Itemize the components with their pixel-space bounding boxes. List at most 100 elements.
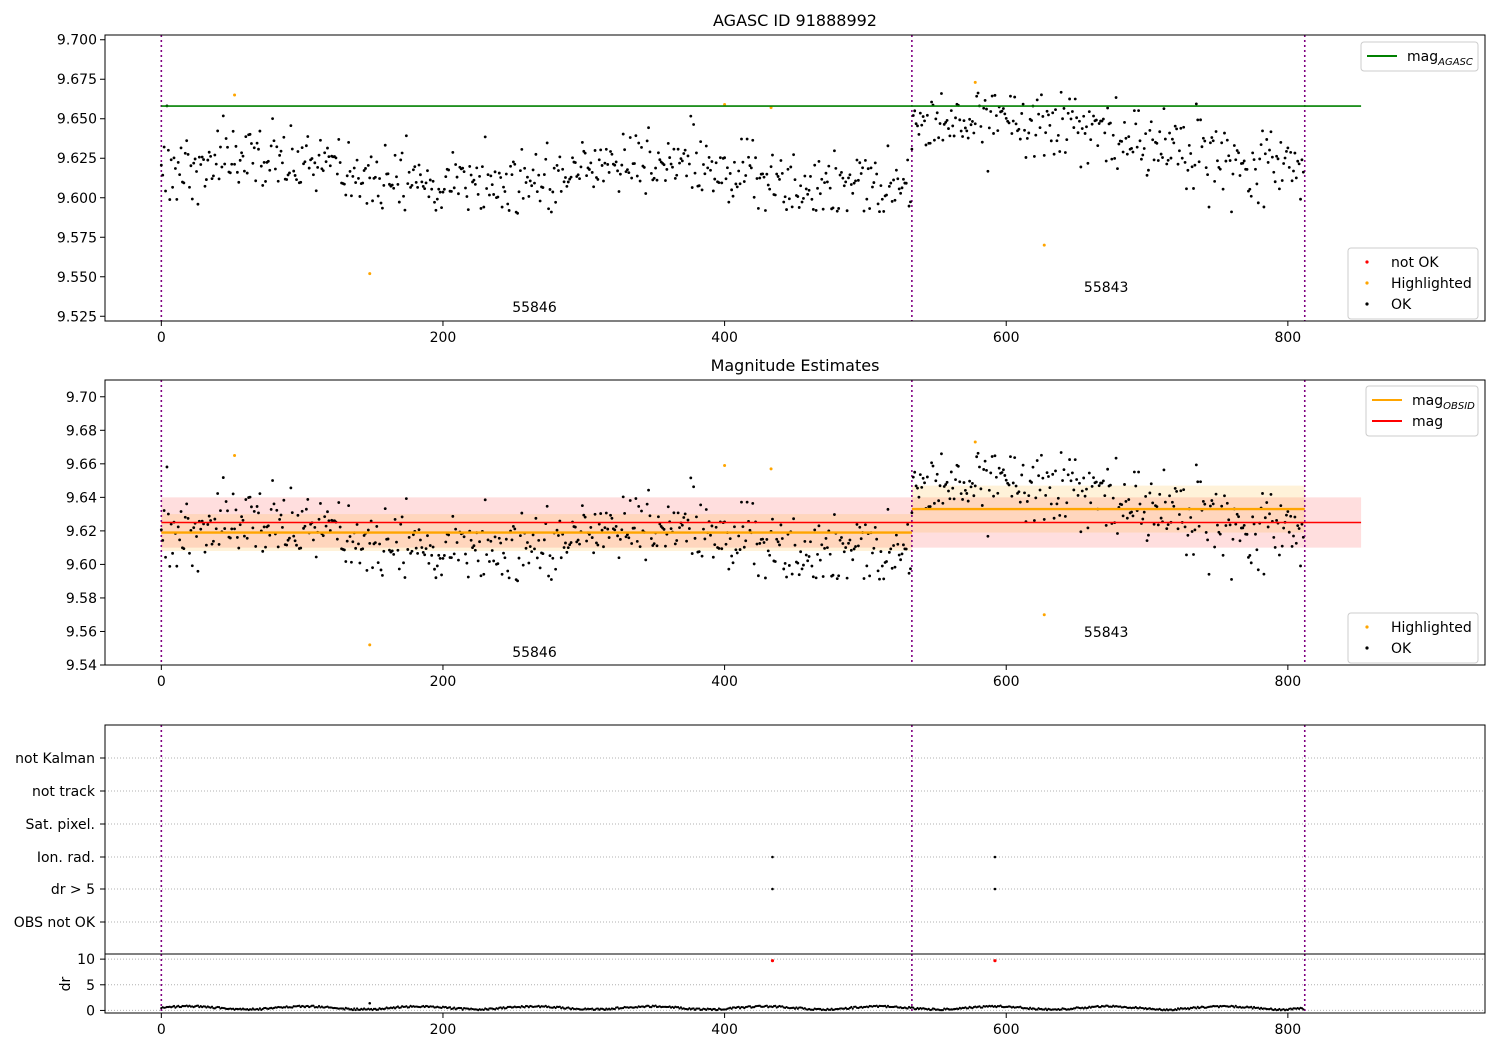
- ok-point: [634, 497, 638, 500]
- ok-point: [279, 513, 283, 517]
- y-tick-label: 9.650: [57, 112, 97, 128]
- ok-point: [1010, 132, 1014, 135]
- ok-point: [197, 155, 201, 159]
- ok-point: [1235, 512, 1239, 516]
- ok-point: [272, 139, 276, 143]
- ok-point: [273, 167, 277, 171]
- ok-point: [717, 547, 721, 550]
- ok-point: [768, 553, 772, 557]
- ok-point: [828, 552, 832, 556]
- ok-point: [1197, 160, 1201, 164]
- ok-point: [416, 551, 420, 555]
- ok-point: [775, 172, 779, 176]
- dr-point: [930, 1008, 933, 1011]
- ok-point: [959, 492, 963, 496]
- ok-point: [435, 197, 439, 201]
- ok-point: [1071, 110, 1074, 113]
- ok-point: [1241, 161, 1245, 165]
- ok-point: [337, 138, 341, 141]
- ok-point: [1296, 159, 1300, 163]
- ok-point: [851, 191, 855, 195]
- ok-point: [357, 542, 360, 546]
- ok-point: [255, 505, 259, 508]
- ok-point: [390, 183, 394, 187]
- ok-point: [1040, 453, 1043, 457]
- ok-point: [1058, 513, 1062, 517]
- ok-point: [1000, 471, 1004, 474]
- ok-point: [212, 539, 215, 543]
- ok-point: [334, 156, 338, 160]
- ok-point: [649, 171, 653, 175]
- ok-point: [178, 173, 182, 176]
- ok-point: [264, 545, 267, 549]
- ok-point: [933, 501, 936, 505]
- ok-point: [234, 144, 238, 148]
- ok-point: [1147, 168, 1150, 172]
- ok-point: [686, 518, 690, 522]
- ok-point: [989, 471, 993, 475]
- ok-point: [371, 199, 374, 203]
- ok-point: [771, 517, 774, 521]
- ok-point: [452, 552, 456, 556]
- ok-point: [319, 502, 322, 505]
- ok-point: [1221, 187, 1225, 191]
- ok-point: [882, 210, 886, 213]
- ok-point: [662, 163, 666, 167]
- ok-point: [1020, 473, 1024, 477]
- ok-point: [1000, 109, 1004, 113]
- dr-point: [793, 1007, 797, 1010]
- ok-point: [188, 185, 191, 189]
- ok-point: [1268, 148, 1271, 152]
- ok-point: [666, 505, 670, 509]
- ok-point: [383, 143, 387, 147]
- ok-point: [1163, 500, 1167, 504]
- ok-point: [700, 188, 704, 192]
- ok-point: [817, 524, 821, 528]
- ok-point: [1165, 527, 1169, 531]
- ok-point: [1224, 159, 1228, 163]
- ok-point: [368, 176, 372, 180]
- ok-point: [576, 173, 580, 177]
- dr-point: [885, 1006, 888, 1009]
- ok-point: [990, 455, 994, 458]
- ok-point: [447, 168, 450, 172]
- flag-point: [771, 887, 774, 891]
- ok-point: [269, 507, 273, 511]
- ok-point: [1058, 150, 1062, 153]
- ok-point: [930, 100, 933, 104]
- ok-point: [986, 534, 990, 538]
- ok-point: [1035, 459, 1039, 462]
- ok-point: [1002, 107, 1005, 110]
- ok-point: [209, 519, 213, 522]
- x-tick-label: 600: [993, 330, 1020, 346]
- x-tick-label: 0: [157, 1022, 166, 1038]
- ok-point: [482, 205, 486, 209]
- ok-point: [1025, 137, 1029, 140]
- ok-point: [1214, 130, 1218, 133]
- ok-point: [918, 111, 922, 115]
- ok-point: [1027, 131, 1031, 135]
- ok-point: [421, 550, 425, 554]
- ok-point: [983, 99, 987, 102]
- ok-point: [834, 167, 838, 170]
- dr-point: [884, 1004, 887, 1008]
- ok-point: [278, 517, 282, 521]
- ok-point: [426, 169, 429, 173]
- ok-point: [580, 504, 584, 508]
- ok-point: [711, 555, 715, 559]
- ok-point: [723, 156, 726, 160]
- ok-point: [542, 173, 546, 176]
- ok-point: [982, 106, 986, 110]
- ok-point: [1152, 522, 1156, 526]
- ok-point: [1017, 127, 1021, 131]
- ok-point: [189, 529, 193, 532]
- ok-point: [592, 185, 596, 189]
- ok-point: [907, 204, 911, 208]
- ok-point: [683, 148, 687, 152]
- ok-point: [1123, 483, 1126, 486]
- legend-marker-swatch: [1365, 302, 1369, 306]
- ok-point: [652, 176, 656, 180]
- ok-point: [1044, 493, 1048, 497]
- ok-point: [720, 181, 724, 185]
- ok-point: [847, 176, 850, 180]
